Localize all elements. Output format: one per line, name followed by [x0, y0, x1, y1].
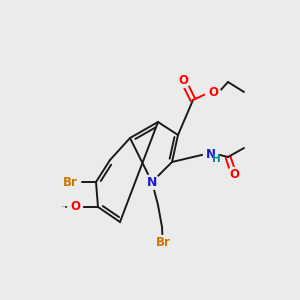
Text: N: N [147, 176, 157, 188]
Circle shape [176, 73, 190, 88]
Text: O: O [229, 169, 239, 182]
Circle shape [226, 167, 242, 182]
Text: H: H [212, 154, 220, 164]
Text: Br: Br [63, 176, 77, 188]
Circle shape [155, 236, 170, 250]
Text: O: O [178, 74, 188, 86]
Text: Br: Br [156, 236, 170, 250]
Circle shape [68, 200, 82, 214]
Circle shape [62, 175, 77, 190]
Text: O: O [70, 200, 80, 214]
Circle shape [206, 85, 220, 100]
Circle shape [145, 175, 160, 190]
Text: methoxy: methoxy [62, 206, 68, 207]
Circle shape [203, 146, 218, 161]
Text: O: O [208, 86, 218, 100]
Text: N: N [206, 148, 216, 160]
